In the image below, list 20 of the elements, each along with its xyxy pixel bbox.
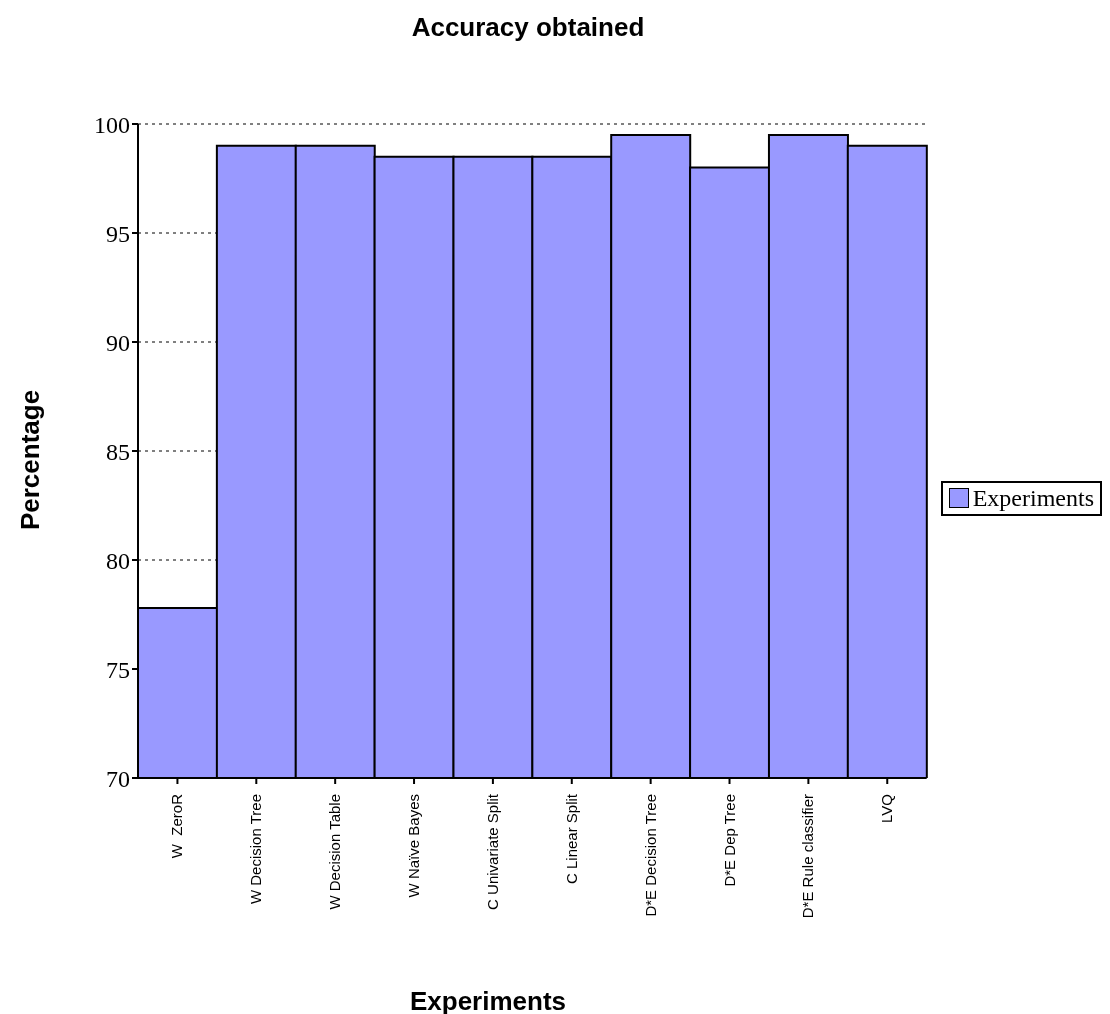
y-tick-label: 70 (106, 765, 130, 792)
y-tick-label: 100 (94, 111, 130, 138)
x-tick-label: D*E Rule classifier (799, 794, 817, 919)
x-tick-label: W Decision Tree (247, 794, 265, 905)
x-tick-label: LVQ (878, 794, 896, 823)
x-tick-label: D*E Decision Tree (641, 794, 659, 917)
x-tick-label: C Linear Split (562, 793, 580, 885)
x-tick-label: C Univariate Split (483, 793, 501, 910)
x-tick-label: W Decision Table (326, 794, 344, 910)
x-tick-label: D*E Dep Tree (720, 794, 738, 887)
y-tick-label: 85 (106, 438, 130, 465)
y-tick-label: 75 (106, 656, 130, 683)
legend-label: Experiments (972, 484, 1094, 512)
y-tick-label: 90 (106, 329, 130, 356)
y-tick-label: 80 (106, 547, 130, 574)
y-tick-label: 95 (106, 220, 130, 247)
x-tick-label: W Naïve Bayes (405, 794, 423, 898)
chart-title: Accuracy obtained (410, 12, 646, 43)
x-tick-label: W ZeroR (168, 793, 186, 859)
y-axis-title: Percentage (14, 389, 46, 531)
